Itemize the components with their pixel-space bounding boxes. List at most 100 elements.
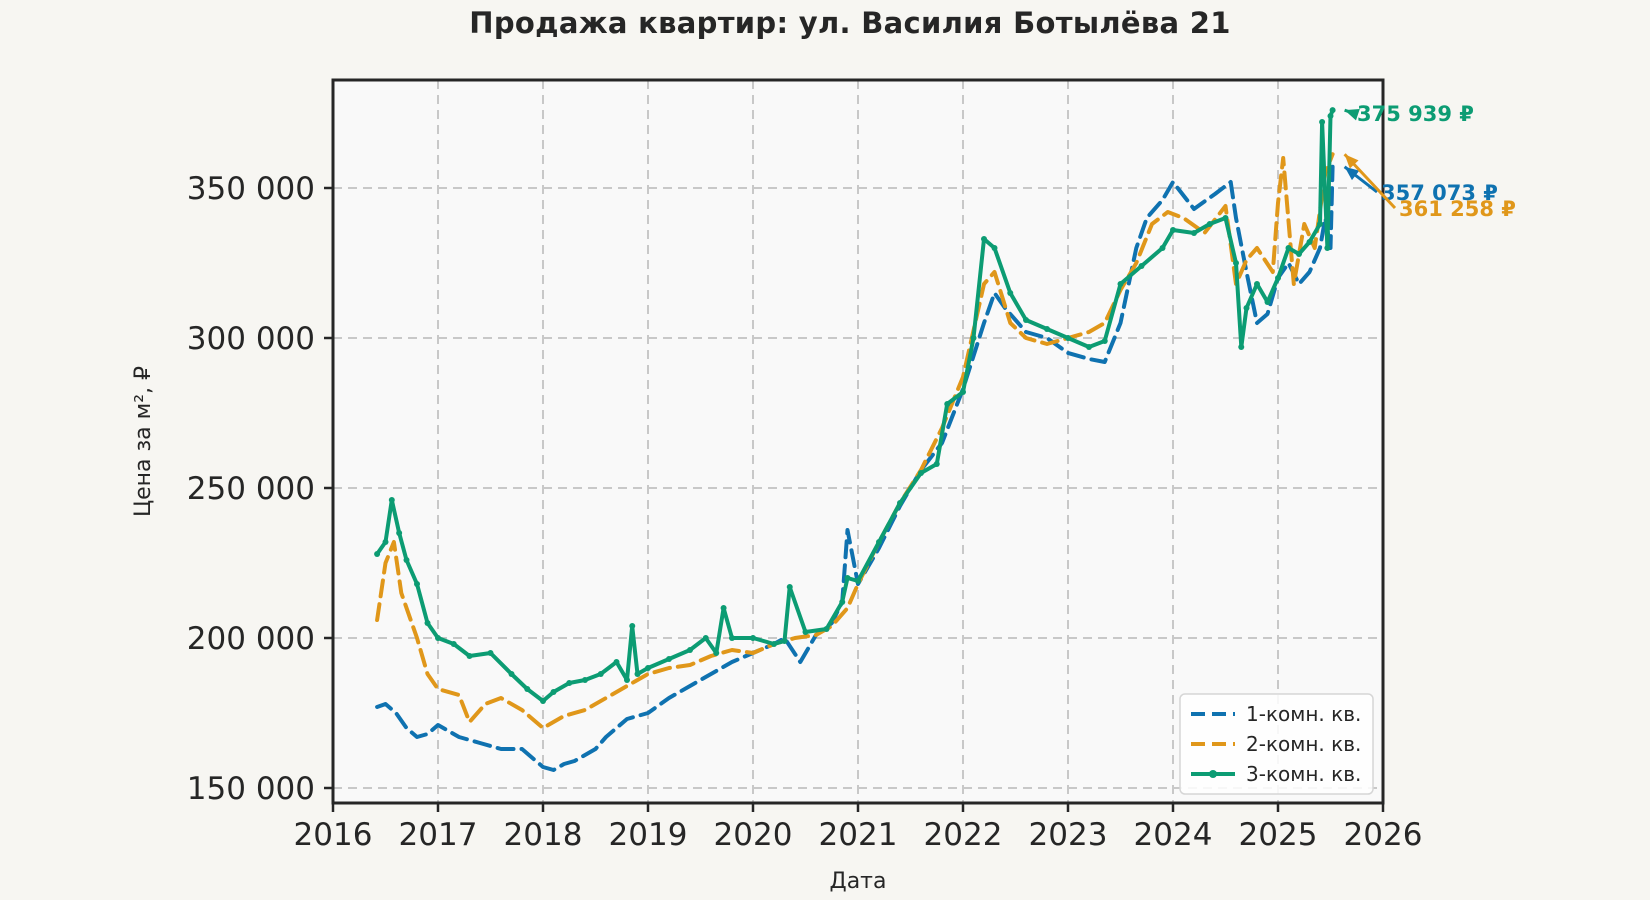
x-tick-label: 2017 [399, 817, 478, 853]
series-point-3 [374, 551, 381, 557]
series-point-3 [524, 686, 531, 692]
series-layer [374, 107, 1336, 772]
series-point-3 [624, 677, 630, 683]
series-point-3 [508, 671, 515, 677]
legend-label: 3-комн. кв. [1246, 762, 1361, 786]
y-tick-label: 200 000 [187, 621, 315, 657]
legend: 1-комн. кв. 2-комн. кв. 3-комн. кв. [1179, 693, 1374, 795]
series-point-3 [382, 539, 389, 545]
annotation-arrowhead [1344, 166, 1360, 181]
series-point-3 [844, 575, 851, 581]
series-point-3 [786, 584, 793, 590]
series-point-3 [1264, 299, 1271, 305]
series-point-3 [897, 500, 903, 506]
series-point-3 [1023, 317, 1029, 323]
series-point-3 [702, 635, 709, 641]
series-point-3 [991, 245, 998, 251]
x-tick-label: 2018 [504, 817, 583, 853]
series-point-3 [1329, 107, 1336, 114]
series-point-3 [918, 470, 924, 476]
series-point-3 [687, 647, 693, 653]
y-tick-label: 250 000 [187, 471, 315, 507]
series-point-3 [487, 650, 494, 656]
series-point-3 [823, 626, 830, 632]
x-tick-label: 2024 [1134, 817, 1213, 853]
legend-box [1179, 693, 1374, 795]
series-point-3 [1065, 335, 1071, 341]
series-point-3 [466, 653, 473, 659]
series-point-3 [855, 578, 861, 584]
series-point-3 [1317, 221, 1323, 227]
x-tick-label: 2025 [1239, 817, 1318, 853]
series-point-3 [944, 401, 951, 407]
series-point-3 [1101, 338, 1108, 344]
series-point-3 [540, 698, 546, 704]
x-axis-label: Дата [830, 869, 887, 894]
x-tick-label: 2022 [924, 817, 1003, 853]
series-point-3 [582, 677, 588, 683]
series-point-3 [802, 629, 809, 635]
x-tick-label: 2019 [609, 817, 688, 853]
series-point-3 [1324, 245, 1331, 251]
series-point-3 [1275, 275, 1281, 281]
series-point-3 [1285, 245, 1292, 251]
series-point-3 [1117, 281, 1124, 287]
series-point-3 [1254, 281, 1260, 287]
series-point-3 [960, 389, 966, 395]
series-point-3 [1206, 221, 1213, 227]
series-point-3 [750, 635, 756, 641]
series-point-3 [396, 530, 403, 536]
end-value-label: 361 258 ₽ [1399, 197, 1516, 221]
series-point-3 [970, 335, 977, 341]
series-point-3 [1238, 344, 1245, 350]
series-point-3 [1222, 215, 1229, 221]
series-point-3 [1296, 251, 1302, 257]
legend-label: 1-комн. кв. [1246, 702, 1361, 726]
legend-marker [1209, 770, 1217, 778]
series-point-3 [435, 635, 441, 641]
series-point-3 [839, 599, 846, 605]
series-point-3 [645, 665, 651, 671]
series-point-3 [388, 497, 395, 503]
end-value-label: 357 073 ₽ [1381, 181, 1498, 205]
end-value-label: 375 939 ₽ [1357, 102, 1474, 126]
series-point-3 [1191, 230, 1197, 236]
end-annotations: 375 939 ₽ 357 073 ₽361 258 ₽ [1343, 102, 1516, 221]
series-point-3 [720, 605, 727, 611]
y-tick-label: 150 000 [187, 771, 315, 807]
series-point-3 [1159, 245, 1166, 251]
x-tick-label: 2020 [714, 817, 793, 853]
series-point-3 [1086, 344, 1092, 350]
series-point-3 [1044, 326, 1050, 332]
series-point-3 [729, 635, 735, 641]
series-point-3 [1233, 260, 1239, 266]
x-tick-label: 2023 [1029, 817, 1108, 853]
series-point-3 [403, 557, 410, 563]
series-line-1 [375, 164, 1335, 772]
annotation-arrowhead [1344, 108, 1360, 121]
y-tick-label: 300 000 [187, 321, 315, 357]
series-point-3 [597, 671, 604, 677]
series-point-3 [629, 623, 636, 629]
series-point-3 [1327, 113, 1334, 119]
series-point-3 [1007, 290, 1014, 296]
series-point-3 [771, 641, 777, 647]
series-point-3 [550, 689, 557, 695]
series-point-3 [450, 641, 457, 647]
chart-title: Продажа квартир: ул. Василия Ботылёва 21 [469, 6, 1231, 40]
series-point-3 [933, 461, 940, 467]
series-point-3 [1319, 119, 1326, 125]
series-point-3 [981, 236, 987, 242]
series-point-3 [1138, 263, 1145, 269]
series-point-3 [634, 671, 641, 677]
series-point-3 [414, 581, 420, 587]
x-tick-label: 2016 [294, 817, 373, 853]
x-tick-label: 2026 [1344, 817, 1423, 853]
x-tick-label: 2021 [819, 817, 898, 853]
annotation-arrowhead [1344, 154, 1359, 169]
series-point-3 [1170, 227, 1176, 233]
series-point-3 [566, 680, 573, 686]
series-point-3 [613, 659, 620, 665]
axis-ticks: 2016 2017 2018 2019 2020 2021 2022 2023 2024 2025… [187, 171, 1423, 853]
